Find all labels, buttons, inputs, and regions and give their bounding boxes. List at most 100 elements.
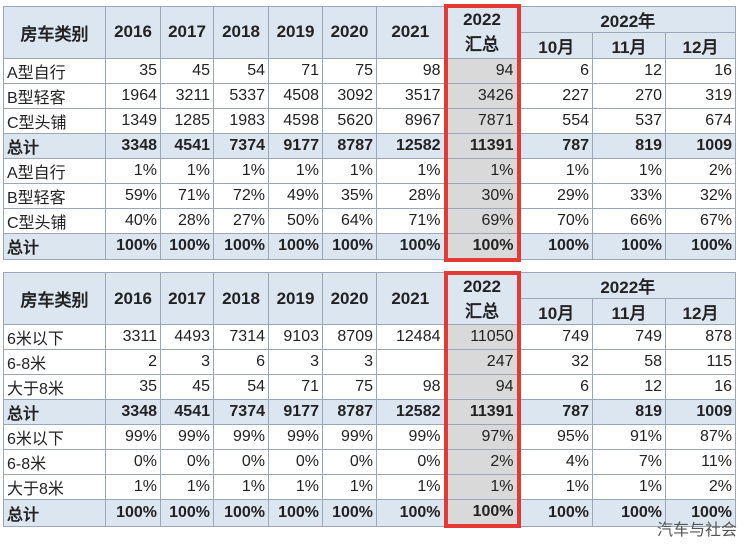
header-cell: 2019 (268, 272, 323, 325)
cell: 100% (105, 499, 161, 527)
header-cell: 11月 (592, 298, 666, 325)
table-row: 大于8米 35 45 54 71 75 98 94 6 12 16 (3, 374, 736, 400)
group-header: 2022年 (518, 272, 736, 299)
data-table: 房车类别 2016 2017 2018 2019 2020 2021 2022 汇总 2022年 1… (3, 270, 736, 529)
cell: 100% (592, 232, 666, 260)
cell: 5337 (213, 82, 269, 109)
header-cell: 2020 (322, 5, 377, 59)
cell: 72% (213, 182, 269, 209)
cell: 16 (665, 57, 736, 84)
cell: 7871 (443, 107, 521, 134)
cell: 99% (322, 424, 377, 450)
cell: 12 (592, 374, 666, 400)
cell: 75 (322, 374, 377, 400)
cell: 1% (322, 157, 377, 184)
header-cell: 2018 (213, 272, 269, 325)
table-row: 总计 100% 100% 100% 100% 100% 100% 100% 100% 100% 10… (3, 232, 736, 262)
table-row: 6米以下 99% 99% 99% 99% 99% 99% 97% 95% 91% 87% (3, 424, 736, 450)
cell: 35 (105, 374, 161, 400)
cell: 878 (665, 324, 736, 350)
cell: 227 (518, 82, 593, 109)
cell: 1% (213, 474, 269, 500)
cell: 2% (665, 157, 736, 184)
header-cell: 2018 (213, 5, 269, 59)
cell: 0% (105, 449, 161, 475)
cell: 537 (592, 107, 666, 134)
cell: 8709 (322, 324, 377, 350)
row-label: 6-8米 (3, 349, 106, 375)
cell: 2% (665, 474, 736, 500)
cell: 1% (443, 157, 521, 184)
cell: 99% (268, 424, 323, 450)
cell: 1009 (665, 399, 736, 425)
cell: 45 (160, 57, 214, 84)
table-row: 6-8米 0% 0% 0% 0% 0% 0% 2% 4% 7% 11% (3, 449, 736, 475)
cell: 787 (518, 399, 593, 425)
cell: 11391 (443, 132, 521, 159)
cell: 64% (322, 207, 377, 234)
cell: 1% (160, 157, 214, 184)
table-row: C型头铺 1349 1285 1983 4598 5620 8967 7871 554 537 67… (3, 107, 736, 134)
header-row: 房车类别 2016 2017 2018 2019 2020 2021 2022 汇总 2022年 (3, 270, 736, 325)
cell: 3517 (376, 82, 446, 109)
cell: 3426 (443, 82, 521, 109)
cell: 3211 (160, 82, 214, 109)
cell: 3092 (322, 82, 377, 109)
cell: 0% (268, 449, 323, 475)
cell: 1% (592, 157, 666, 184)
table-row: 大于8米 1% 1% 1% 1% 1% 1% 1% 1% 1% 2% (3, 474, 736, 500)
cell: 98 (376, 57, 446, 84)
cell: 12 (592, 57, 666, 84)
cell: 1% (105, 157, 161, 184)
cell (376, 349, 446, 375)
table-row: 总计 3348 4541 7374 9177 8787 12582 11391 787 819 10… (3, 399, 736, 425)
summary-line: 2022 (463, 10, 501, 30)
header-cell: 房车类别 (3, 5, 106, 59)
cell: 5620 (322, 107, 377, 134)
cell: 12582 (376, 132, 446, 159)
cell: 69% (443, 207, 521, 234)
cell: 7% (592, 449, 666, 475)
cell: 27% (213, 207, 269, 234)
header-row: 10月 11月 12月 (4, 31, 736, 59)
cell: 4541 (160, 132, 214, 159)
cell: 29% (518, 182, 593, 209)
table-row: 6-8米 2 3 6 3 3 247 32 58 115 (3, 349, 736, 375)
row-label: C型头铺 (3, 207, 106, 234)
row-label: A型自行 (3, 157, 106, 184)
cell: 100% (160, 232, 214, 260)
cell: 35 (105, 57, 161, 84)
page: 房车类别 2016 2017 2018 2019 2020 2021 2022 汇总 2022年 1… (3, 4, 736, 529)
header-cell: 2016 (105, 5, 161, 59)
cell: 75 (322, 57, 377, 84)
cell: 3 (160, 349, 214, 375)
cell: 100% (443, 499, 521, 528)
cell: 100% (105, 232, 161, 260)
cell: 71 (268, 57, 323, 84)
header-cell: 房车类别 (3, 272, 106, 325)
cell: 100% (376, 232, 446, 260)
cell: 2% (443, 449, 521, 475)
header-row: 房车类别 2016 2017 2018 2019 2020 2021 2022 汇总 2022年 (3, 4, 736, 59)
cell: 749 (592, 324, 666, 350)
cell: 28% (376, 182, 446, 209)
cell: 94 (443, 374, 521, 400)
cell: 91% (592, 424, 666, 450)
header-cell: 10月 (518, 31, 593, 59)
cell: 1% (443, 474, 521, 500)
cell: 71% (160, 182, 214, 209)
cell: 4598 (268, 107, 323, 134)
cell: 3348 (105, 399, 161, 425)
cell: 0% (160, 449, 214, 475)
header-cell: 2020 (322, 272, 377, 325)
cell: 70% (518, 207, 593, 234)
cell: 40% (105, 207, 161, 234)
cell: 1% (160, 474, 214, 500)
row-label: B型轻客 (3, 182, 106, 209)
watermark: 汽车与社会 (656, 522, 737, 539)
cell: 16 (665, 374, 736, 400)
cell: 4508 (268, 82, 323, 109)
cell: 819 (592, 399, 666, 425)
cell: 319 (665, 82, 736, 109)
cell: 1% (213, 157, 269, 184)
